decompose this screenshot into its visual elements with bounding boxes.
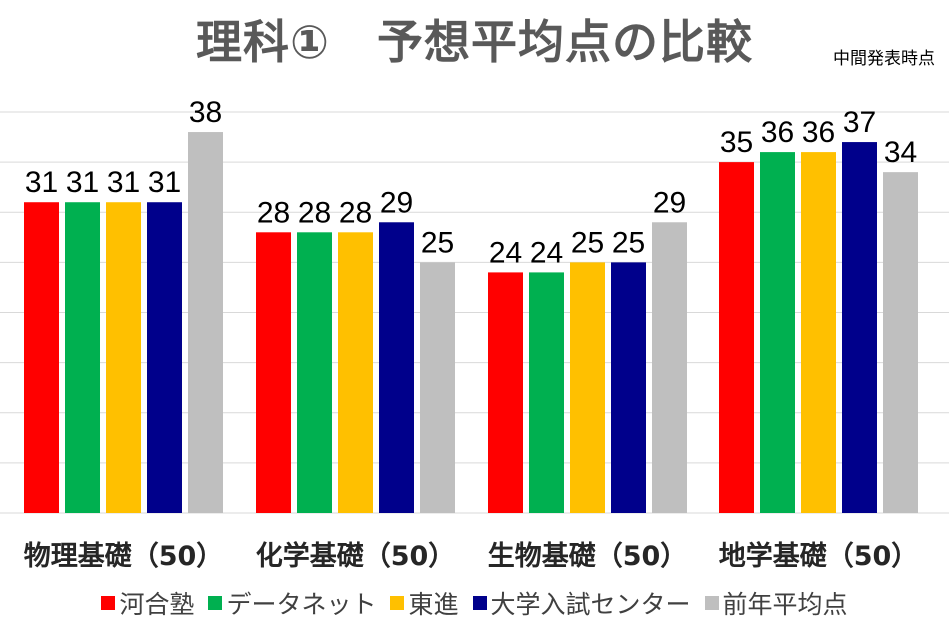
legend-item-data-net: データネット — [208, 585, 376, 621]
bar — [379, 222, 414, 513]
legend-item-kawai: 河合塾 — [101, 585, 194, 621]
data-label: 28 — [298, 196, 331, 229]
data-label: 25 — [421, 226, 454, 259]
bar — [24, 202, 59, 513]
legend-label: 前年平均点 — [722, 590, 848, 619]
bar — [338, 232, 373, 514]
data-label: 24 — [530, 236, 563, 269]
legend-label: 河合塾 — [119, 590, 195, 619]
data-label: 25 — [571, 226, 604, 259]
legend-swatch — [101, 596, 116, 610]
legend-swatch — [208, 596, 223, 610]
data-label: 29 — [653, 186, 686, 219]
bar — [883, 172, 918, 513]
legend-swatch — [472, 596, 487, 610]
bar — [570, 262, 605, 513]
legend-item-prev: 前年平均点 — [704, 585, 848, 621]
legend-label: 東進 — [408, 590, 459, 619]
data-label: 38 — [189, 96, 222, 129]
legend-label: 大学入試センター — [490, 590, 691, 619]
bar — [529, 272, 564, 513]
category-label: 地学基礎（50） — [719, 540, 919, 572]
bar — [106, 202, 141, 513]
data-label: 34 — [884, 136, 917, 169]
category-label: 生物基礎（50） — [488, 541, 688, 572]
bar — [188, 132, 223, 514]
data-label: 25 — [612, 226, 645, 259]
data-label: 24 — [489, 236, 522, 269]
data-label: 28 — [339, 196, 372, 229]
category-label: 化学基礎（50） — [256, 540, 456, 572]
legend-label: データネット — [226, 590, 377, 619]
data-label: 31 — [107, 166, 140, 199]
bar — [65, 202, 100, 513]
bar — [297, 232, 332, 514]
data-label: 35 — [720, 126, 753, 159]
bar — [842, 142, 877, 513]
category-label: 物理基礎（50） — [24, 541, 224, 572]
legend-item-toshin: 東進 — [390, 585, 459, 621]
chart-title: 理科① 予想平均点の比較 — [196, 15, 753, 69]
legend-swatch — [390, 596, 405, 610]
legend-item-center: 大学入試センター — [472, 585, 691, 621]
bar — [256, 232, 291, 514]
bar — [801, 152, 836, 513]
legend-swatch — [704, 596, 719, 610]
data-label: 37 — [843, 106, 876, 139]
bar — [719, 162, 754, 513]
data-label: 29 — [380, 186, 413, 219]
bar — [488, 272, 523, 513]
data-label: 31 — [25, 166, 58, 199]
data-label: 28 — [257, 196, 290, 229]
bar — [611, 262, 646, 513]
bar — [420, 262, 455, 513]
legend: 河合塾 データネット 東進 大学入試センター 前年平均点 — [0, 585, 949, 621]
data-label: 36 — [802, 116, 835, 149]
bar — [760, 152, 795, 513]
data-label: 31 — [148, 166, 181, 199]
chart-subtitle: 中間発表時点 — [833, 49, 935, 69]
bar — [147, 202, 182, 513]
data-label: 31 — [66, 166, 99, 199]
bar — [652, 222, 687, 513]
data-label: 36 — [761, 116, 794, 149]
